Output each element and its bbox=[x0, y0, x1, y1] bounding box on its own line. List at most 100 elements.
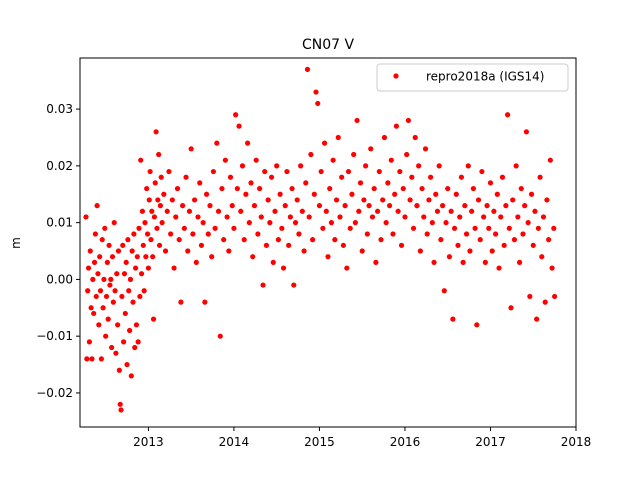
data-point bbox=[217, 333, 223, 339]
data-point bbox=[102, 225, 108, 231]
data-point bbox=[262, 168, 268, 175]
data-point bbox=[414, 203, 420, 209]
data-point bbox=[493, 231, 499, 237]
x-tick-label: 2017 bbox=[475, 435, 506, 449]
data-point bbox=[373, 259, 379, 265]
data-point bbox=[190, 231, 196, 237]
data-point bbox=[162, 248, 169, 254]
data-point bbox=[159, 220, 165, 226]
data-point bbox=[487, 180, 494, 186]
data-point bbox=[135, 339, 141, 345]
data-point bbox=[393, 123, 400, 129]
data-point bbox=[368, 146, 374, 152]
data-point bbox=[532, 208, 538, 214]
data-point bbox=[489, 248, 495, 254]
data-point bbox=[469, 208, 475, 214]
data-point bbox=[140, 242, 146, 248]
data-point bbox=[311, 191, 317, 197]
data-point bbox=[85, 288, 91, 294]
data-point bbox=[347, 225, 353, 231]
data-point bbox=[371, 185, 377, 192]
data-point bbox=[107, 282, 113, 288]
data-point bbox=[446, 254, 453, 260]
data-point bbox=[511, 237, 518, 243]
data-point bbox=[115, 248, 122, 254]
data-point bbox=[486, 225, 492, 231]
data-point bbox=[123, 259, 129, 265]
data-point bbox=[90, 276, 96, 282]
data-point bbox=[87, 248, 93, 254]
data-point bbox=[333, 197, 340, 203]
data-point bbox=[174, 185, 181, 192]
data-point bbox=[426, 197, 432, 203]
data-point bbox=[335, 134, 341, 141]
data-point bbox=[455, 242, 461, 248]
data-point bbox=[388, 157, 394, 163]
data-point bbox=[141, 288, 147, 294]
data-point bbox=[136, 225, 142, 231]
data-point bbox=[508, 305, 514, 311]
data-point bbox=[121, 271, 128, 277]
data-point bbox=[108, 276, 114, 282]
data-point bbox=[354, 117, 360, 124]
data-point bbox=[504, 112, 511, 118]
data-point bbox=[313, 89, 319, 95]
data-point bbox=[467, 248, 473, 254]
data-point bbox=[186, 208, 193, 214]
y-tick-label: −0.02 bbox=[36, 386, 73, 400]
data-point bbox=[453, 191, 459, 197]
data-point bbox=[138, 271, 145, 277]
data-point bbox=[352, 220, 358, 226]
data-point bbox=[474, 322, 480, 328]
data-point bbox=[214, 140, 220, 146]
data-point bbox=[227, 174, 234, 180]
data-point bbox=[510, 197, 516, 203]
data-point bbox=[139, 208, 146, 214]
data-point bbox=[344, 265, 350, 271]
data-point bbox=[280, 265, 287, 271]
data-point bbox=[121, 339, 127, 345]
data-point bbox=[380, 197, 386, 203]
data-point bbox=[375, 208, 381, 214]
data-point bbox=[463, 231, 470, 237]
data-point bbox=[494, 191, 500, 197]
data-point bbox=[433, 191, 439, 197]
data-point bbox=[392, 191, 398, 197]
data-point bbox=[116, 367, 122, 373]
y-tick-label: 0.02 bbox=[46, 159, 73, 173]
data-point bbox=[110, 299, 116, 305]
data-point bbox=[284, 168, 290, 175]
data-point bbox=[155, 197, 161, 203]
data-point bbox=[219, 185, 225, 192]
data-point bbox=[409, 174, 415, 180]
data-point bbox=[134, 254, 140, 260]
data-point bbox=[183, 174, 189, 180]
data-point bbox=[422, 146, 429, 152]
data-point bbox=[327, 185, 333, 192]
data-point bbox=[96, 322, 102, 328]
data-point bbox=[103, 333, 109, 339]
data-point bbox=[106, 242, 112, 248]
data-point bbox=[450, 316, 456, 322]
data-point bbox=[256, 185, 263, 192]
data-point bbox=[152, 180, 158, 186]
data-point bbox=[279, 225, 285, 231]
data-point bbox=[304, 66, 311, 72]
data-point bbox=[400, 185, 406, 192]
x-tick-label: 2014 bbox=[219, 435, 250, 449]
data-point bbox=[233, 112, 239, 118]
plot-frame bbox=[79, 57, 577, 428]
data-point bbox=[207, 203, 213, 209]
data-point bbox=[150, 254, 156, 260]
data-point bbox=[191, 197, 198, 203]
data-point bbox=[321, 140, 328, 146]
data-point bbox=[330, 157, 336, 163]
data-point bbox=[552, 293, 558, 300]
data-point bbox=[439, 203, 446, 209]
data-point bbox=[282, 203, 288, 209]
y-tick-label: 0.00 bbox=[46, 272, 73, 286]
data-point bbox=[109, 254, 116, 260]
data-point bbox=[436, 163, 442, 169]
data-point bbox=[118, 407, 124, 413]
data-point bbox=[164, 208, 170, 214]
